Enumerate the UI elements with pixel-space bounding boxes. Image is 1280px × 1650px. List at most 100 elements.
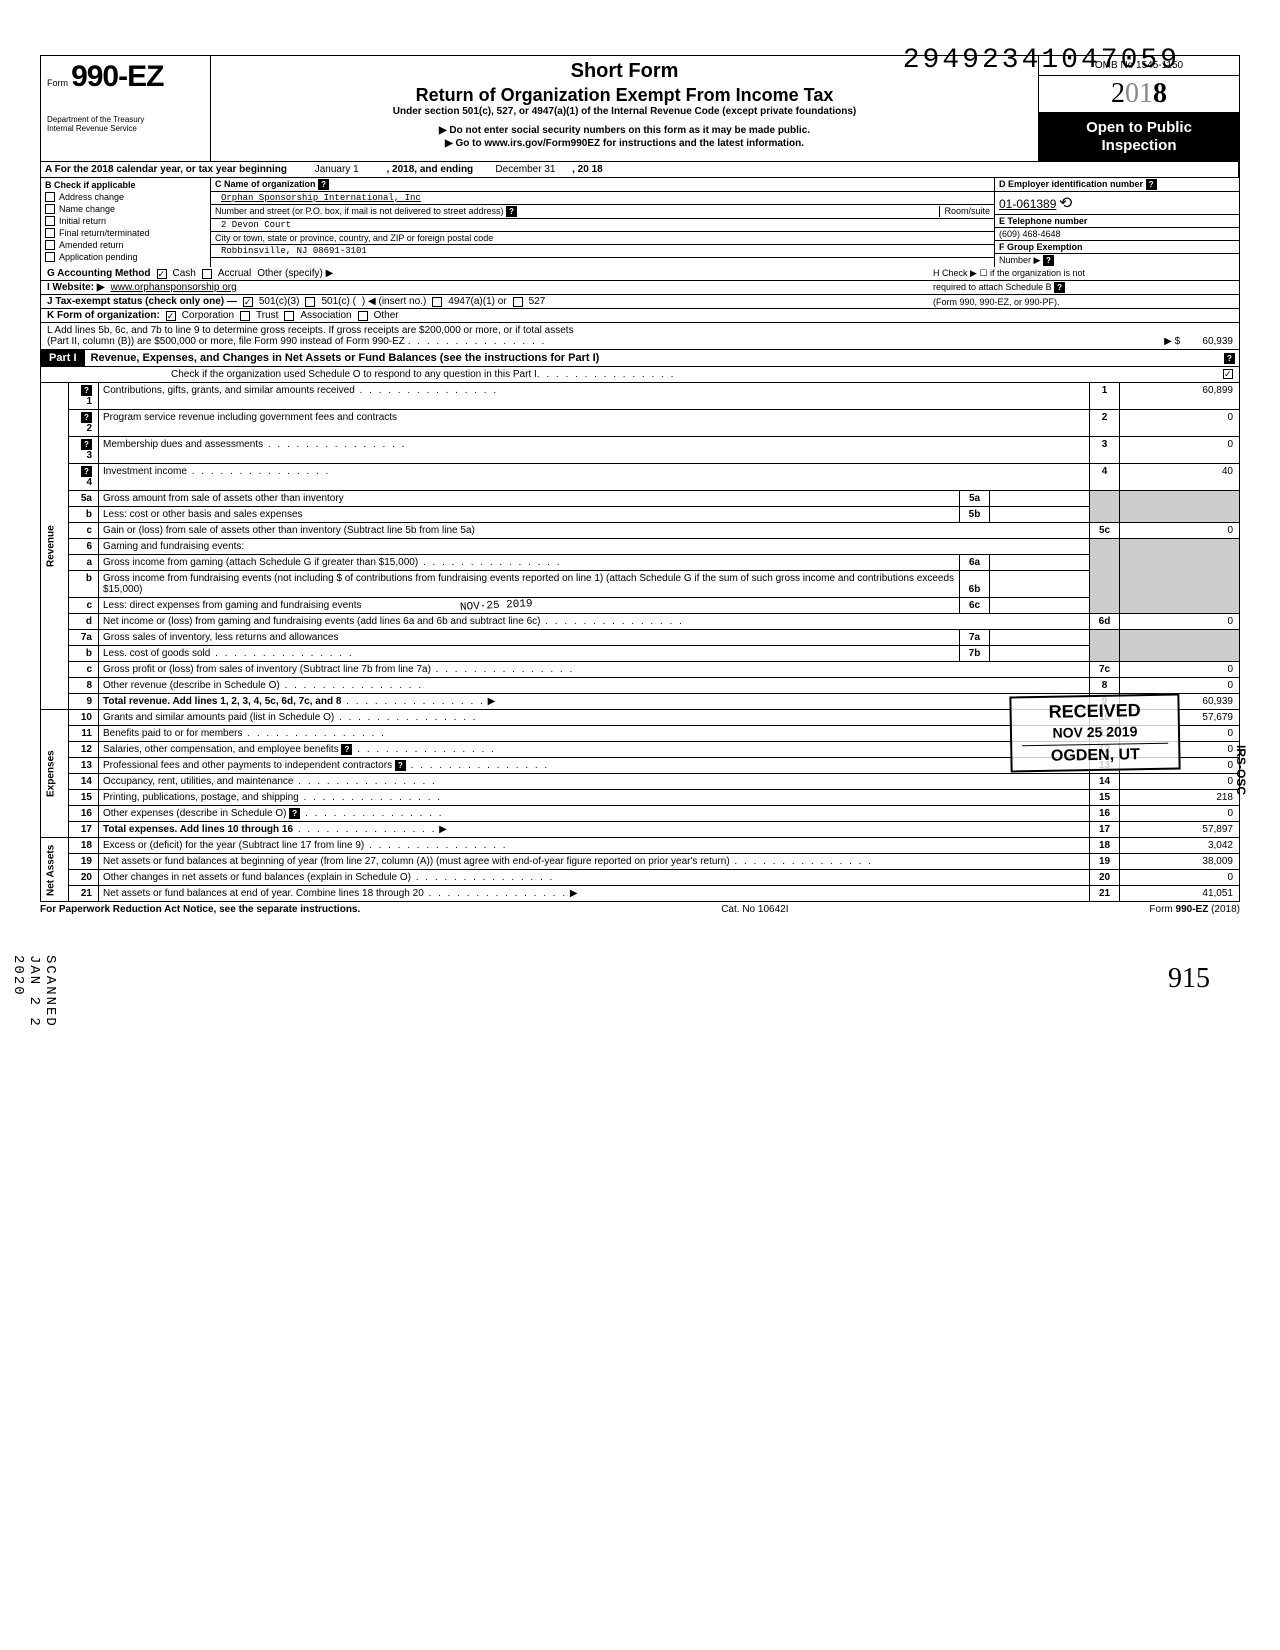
b-item-1: Name change: [59, 204, 115, 214]
help-icon[interactable]: ?: [341, 744, 352, 755]
line-rnum: 14: [1090, 774, 1120, 790]
k-corp: Corporation: [182, 310, 234, 321]
help-icon[interactable]: ?: [1054, 282, 1065, 293]
line-rnum: 1: [1090, 383, 1120, 410]
line-desc: Gross income from fundraising events (no…: [103, 573, 954, 595]
line-rnum: 6d: [1090, 614, 1120, 630]
checkbox-cash[interactable]: [157, 269, 167, 279]
l-text1: L Add lines 5b, 6c, and 7b to line 9 to …: [47, 325, 574, 336]
help-icon[interactable]: ?: [81, 466, 92, 477]
h-line2: required to attach Schedule B: [933, 282, 1052, 292]
e-label: E Telephone number: [999, 216, 1087, 226]
stamp-date: NOV 25 2019: [1022, 723, 1168, 742]
checkbox-pending[interactable]: [45, 252, 55, 262]
checkbox-501c[interactable]: [305, 297, 315, 307]
line-num: 18: [69, 838, 99, 854]
k-label: K Form of organization:: [47, 310, 160, 321]
line-subnum: 6c: [960, 598, 990, 614]
year-01: 01: [1125, 78, 1153, 109]
under-section: Under section 501(c), 527, or 4947(a)(1)…: [219, 106, 1030, 117]
line-num: a: [69, 555, 99, 571]
line-desc: Contributions, gifts, grants, and simila…: [103, 385, 355, 396]
line-num: c: [69, 662, 99, 678]
part1-header: Part I Revenue, Expenses, and Changes in…: [40, 350, 1240, 367]
checkbox-initial-return[interactable]: [45, 216, 55, 226]
checkbox-4947[interactable]: [432, 297, 442, 307]
checkbox-other[interactable]: [358, 311, 368, 321]
line-amt: 0: [1120, 614, 1240, 630]
h-line1: H Check ▶ ☐ if the organization is not: [933, 268, 1233, 279]
side-net-assets: Net Assets: [41, 838, 69, 902]
help-icon[interactable]: ?: [81, 439, 92, 450]
help-icon[interactable]: ?: [289, 808, 300, 819]
scanned-stamp: SCANNED JAN 2 2 2020: [10, 955, 58, 1028]
room-label: Room/suite: [939, 206, 990, 217]
checkbox-sched-o[interactable]: [1223, 369, 1233, 379]
line-desc: Gaming and fundraising events:: [103, 541, 244, 552]
line-amt: 41,051: [1120, 886, 1240, 902]
checkbox-amended[interactable]: [45, 240, 55, 250]
help-icon[interactable]: ?: [506, 206, 517, 217]
year-2: 2: [1111, 78, 1125, 109]
footer-left: For Paperwork Reduction Act Notice, see …: [40, 904, 360, 915]
line-amt: 0: [1120, 806, 1240, 822]
help-icon[interactable]: ?: [395, 760, 406, 771]
checkbox-accrual[interactable]: [202, 269, 212, 279]
help-icon[interactable]: ?: [318, 179, 329, 190]
line-amt: 0: [1120, 410, 1240, 437]
k-assoc: Association: [300, 310, 351, 321]
k-other: Other: [374, 310, 399, 321]
line-subnum: 7b: [960, 646, 990, 662]
checkbox-final-return[interactable]: [45, 228, 55, 238]
section-b: B Check if applicable Address change Nam…: [41, 178, 211, 267]
form-number: 990-EZ: [71, 60, 163, 93]
line-desc: Gross amount from sale of assets other t…: [103, 493, 344, 504]
form-prefix: Form: [47, 78, 68, 88]
j-501c: 501(c) (: [321, 296, 355, 307]
open-to-public: Open to Public Inspection: [1039, 113, 1239, 161]
line-rnum: 3: [1090, 437, 1120, 464]
line-amt: 57,897: [1120, 822, 1240, 838]
line-num: 8: [69, 678, 99, 694]
org-name: Orphan Sponsorship International, Inc: [221, 193, 421, 203]
line-desc: Net assets or fund balances at end of ye…: [103, 888, 424, 899]
line-desc: Benefits paid to or for members: [103, 728, 243, 739]
j-insert: ) ◀ (insert no.): [362, 296, 426, 307]
help-icon[interactable]: ?: [81, 412, 92, 423]
line-amt: 0: [1120, 437, 1240, 464]
line-desc: Net income or (loss) from gaming and fun…: [103, 616, 540, 627]
lines-table: Revenue ? 1 Contributions, gifts, grants…: [40, 382, 1240, 902]
checkbox-trust[interactable]: [240, 311, 250, 321]
line-amt: 0: [1120, 870, 1240, 886]
open-line1: Open to Public: [1039, 119, 1239, 137]
checkbox-501c3[interactable]: [243, 297, 253, 307]
help-icon[interactable]: ?: [81, 385, 92, 396]
line-amt: 38,009: [1120, 854, 1240, 870]
form-number-cell: Form 990-EZ Department of the Treasury I…: [41, 56, 211, 161]
line-rnum: 4: [1090, 464, 1120, 491]
ein-value: 01-061389: [999, 197, 1056, 211]
checkbox-name-change[interactable]: [45, 204, 55, 214]
instruction-ssn: ▶ Do not enter social security numbers o…: [219, 125, 1030, 136]
line-desc: Program service revenue including govern…: [103, 412, 397, 423]
line-desc: Less: direct expenses from gaming and fu…: [103, 600, 361, 611]
schedule-o-check: Check if the organization used Schedule …: [40, 367, 1240, 382]
checkbox-address-change[interactable]: [45, 192, 55, 202]
line-desc: Excess or (deficit) for the year (Subtra…: [103, 840, 364, 851]
row-a: A For the 2018 calendar year, or tax yea…: [40, 162, 1240, 178]
side-expenses: Expenses: [41, 710, 69, 838]
line-num: 13: [69, 758, 99, 774]
help-icon[interactable]: ?: [1043, 255, 1054, 266]
line-rnum: 7c: [1090, 662, 1120, 678]
line-num: 9: [69, 694, 99, 710]
checkbox-corp[interactable]: [166, 311, 176, 321]
line-num: d: [69, 614, 99, 630]
open-line2: Inspection: [1039, 137, 1239, 155]
checkbox-527[interactable]: [513, 297, 523, 307]
line-num: 10: [69, 710, 99, 726]
help-icon[interactable]: ?: [1224, 353, 1235, 364]
checkbox-assoc[interactable]: [284, 311, 294, 321]
section-c: C Name of organization ? Orphan Sponsors…: [211, 178, 994, 267]
line-num: 19: [69, 854, 99, 870]
help-icon[interactable]: ?: [1146, 179, 1157, 190]
